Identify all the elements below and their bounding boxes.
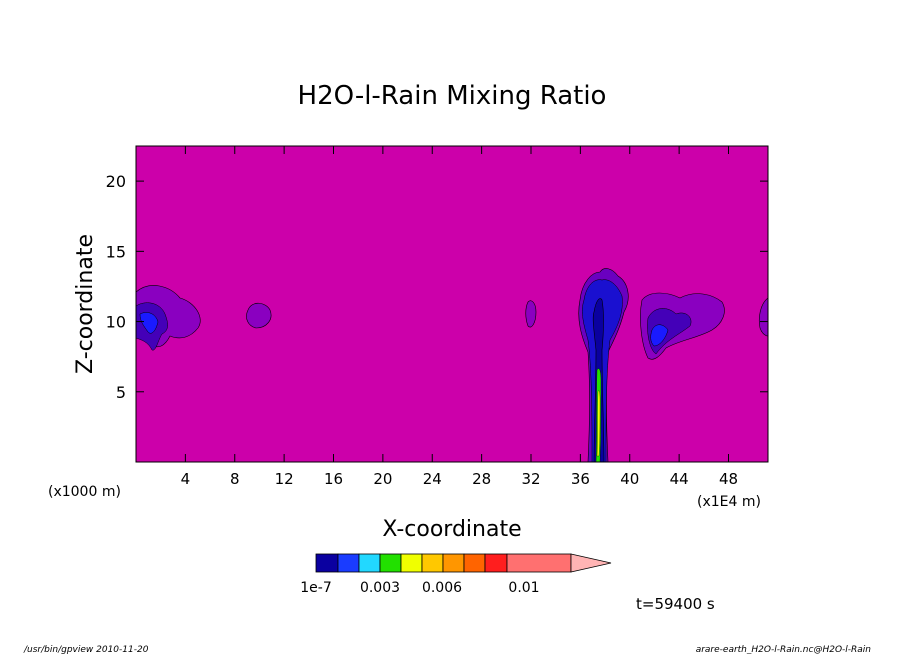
x-unit-left: (x1000 m) bbox=[48, 484, 121, 500]
rain-region-right-core bbox=[650, 324, 669, 347]
x-tick-label: 44 bbox=[670, 470, 689, 488]
y-tick-label: 5 bbox=[116, 383, 126, 402]
colorbar-extend-arrow bbox=[570, 553, 612, 573]
chart-title: H2O-l-Rain Mixing Ratio bbox=[298, 81, 607, 111]
footer-left: /usr/bin/gpview 2010-11-20 bbox=[23, 645, 149, 654]
x-tick-label: 28 bbox=[472, 470, 491, 488]
rain-column-yellow bbox=[596, 390, 601, 457]
x-tick-label: 20 bbox=[373, 470, 392, 488]
x-tick-label: 48 bbox=[719, 470, 738, 488]
y-axis-label: Z-coordinate bbox=[73, 234, 98, 374]
colorbar-swatch bbox=[379, 553, 402, 573]
colorbar-swatch bbox=[442, 553, 465, 573]
time-label: t=59400 s bbox=[636, 595, 715, 613]
colorbar-swatch bbox=[421, 553, 444, 573]
x-tick-label: 12 bbox=[275, 470, 294, 488]
colorbar bbox=[315, 553, 612, 573]
colorbar-label: 1e-7 bbox=[300, 580, 331, 596]
colorbar-label: 0.006 bbox=[422, 580, 462, 596]
rain-features bbox=[135, 268, 769, 463]
x-tick-label: 16 bbox=[324, 470, 343, 488]
colorbar-swatch bbox=[337, 553, 360, 573]
y-tick-label: 20 bbox=[106, 172, 126, 191]
x-tick-label: 40 bbox=[620, 470, 639, 488]
x-axis-label: X-coordinate bbox=[382, 517, 521, 542]
colorbar-label: 0.003 bbox=[360, 580, 400, 596]
rain-region-small-2 bbox=[525, 300, 537, 328]
colorbar-swatch bbox=[400, 553, 423, 573]
colorbar-swatch bbox=[358, 553, 381, 573]
x-tick-label: 4 bbox=[181, 470, 191, 488]
colorbar-swatch bbox=[484, 553, 508, 573]
rain-region-edge-right bbox=[758, 297, 769, 337]
rain-region-left-inner bbox=[139, 312, 159, 334]
colorbar-labels: 1e-7 0.003 0.006 0.01 bbox=[300, 580, 539, 596]
y-axis-ticks: 5 10 15 20 bbox=[106, 172, 768, 402]
x-unit-right: (x1E4 m) bbox=[697, 494, 761, 510]
x-tick-label: 24 bbox=[423, 470, 442, 488]
x-tick-label: 8 bbox=[230, 470, 240, 488]
x-tick-label: 32 bbox=[521, 470, 540, 488]
x-axis-ticks: 4 8 12 16 20 24 28 32 36 40 44 48 bbox=[181, 146, 738, 488]
y-tick-label: 15 bbox=[106, 242, 126, 261]
footer-right: arare-earth_H2O-l-Rain.nc@H2O-l-Rain bbox=[696, 645, 872, 654]
rain-region-small-1 bbox=[246, 302, 272, 329]
colorbar-label: 0.01 bbox=[508, 580, 539, 596]
colorbar-swatch bbox=[315, 553, 339, 573]
plot-frame bbox=[135, 145, 769, 463]
colorbar-swatch bbox=[463, 553, 486, 573]
colorbar-swatch bbox=[506, 553, 572, 573]
x-tick-label: 36 bbox=[571, 470, 590, 488]
y-tick-label: 10 bbox=[106, 313, 126, 332]
